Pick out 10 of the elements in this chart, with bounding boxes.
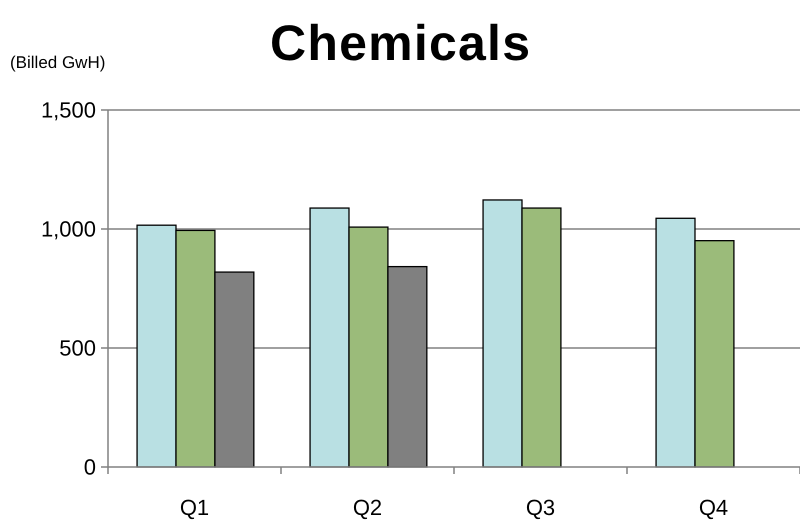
y-tick-label: 0 <box>84 454 96 480</box>
x-tick-label: Q3 <box>526 495 556 520</box>
chart-title: Chemicals <box>270 15 530 71</box>
y-tick-label: 1,000 <box>40 216 96 242</box>
y-axis-title: (Billed GwH) <box>10 53 106 72</box>
y-tick-label: 500 <box>59 336 96 361</box>
x-tick-label: Q4 <box>698 495 728 520</box>
x-tick-label: Q2 <box>352 495 382 520</box>
y-tick-label: 1,500 <box>40 98 96 123</box>
x-tick-label: Q1 <box>180 495 210 520</box>
